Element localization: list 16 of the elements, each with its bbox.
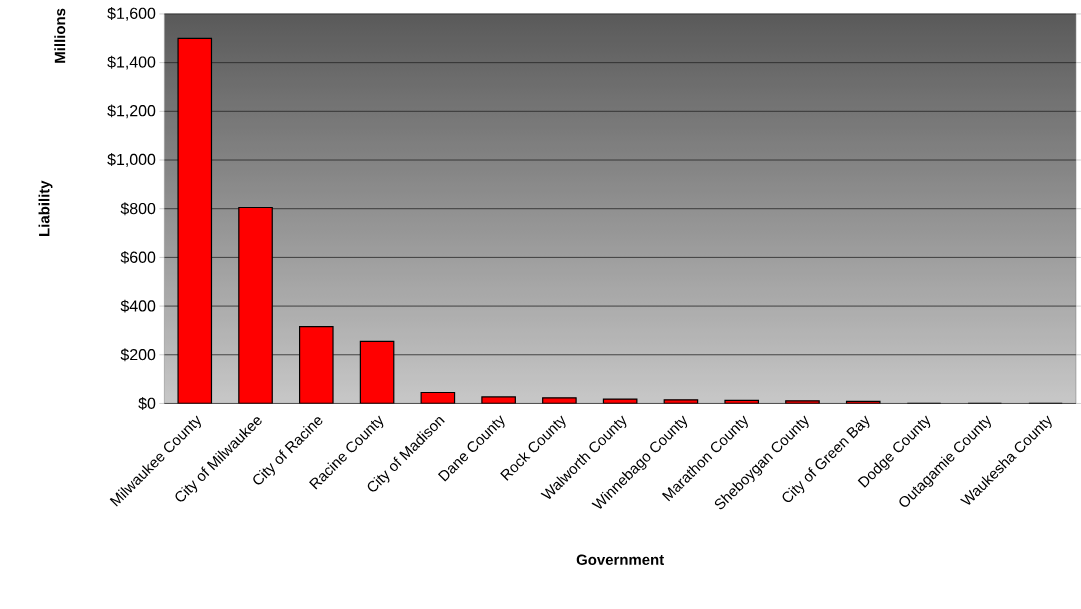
y-tick-label: $1,200 — [107, 104, 156, 119]
bar — [238, 207, 273, 404]
y-tick-label: $400 — [120, 299, 156, 313]
y-tick-label: $1,600 — [107, 7, 156, 22]
bar — [178, 38, 212, 404]
y-tick-label: $1,400 — [107, 55, 156, 70]
bar — [360, 341, 394, 404]
y-axis-title: Liability — [38, 180, 53, 237]
x-axis-title: Government — [576, 554, 664, 566]
y-tick-label: $1,000 — [107, 153, 156, 168]
y-tick-label: $0 — [138, 397, 156, 411]
y-tick-label: $600 — [120, 251, 156, 265]
y-tick-label: $200 — [120, 348, 156, 362]
text: Millions — [54, 8, 66, 63]
bar — [299, 326, 334, 404]
y-tick-label: $800 — [120, 202, 156, 216]
